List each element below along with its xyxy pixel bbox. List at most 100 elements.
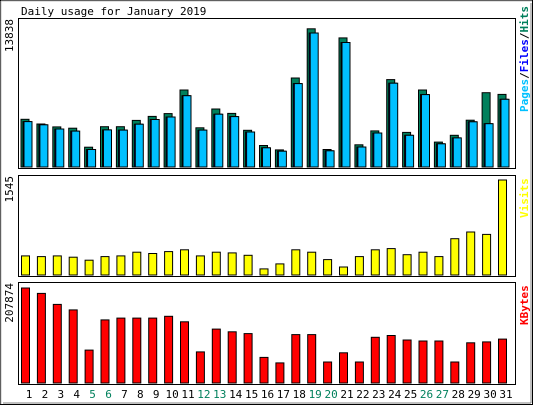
pages-bar xyxy=(23,121,33,168)
kbytes-ymax-label: 207874 xyxy=(3,283,16,323)
day-label: 11 xyxy=(181,388,194,401)
day-label: 2 xyxy=(42,388,49,401)
visits-bar xyxy=(164,251,174,276)
visits-bar xyxy=(259,268,269,276)
legend-files: Files xyxy=(518,39,531,72)
visits-bar xyxy=(211,251,221,276)
visits-bar xyxy=(21,255,30,276)
legend-sep-1: / xyxy=(518,72,531,79)
kbytes-bar xyxy=(164,315,174,384)
pages-bar xyxy=(436,143,446,168)
day-label: 19 xyxy=(309,388,322,401)
visits-bar xyxy=(323,259,333,276)
day-label: 16 xyxy=(261,388,274,401)
legend-pages: Pages xyxy=(518,79,531,112)
day-label: 10 xyxy=(165,388,178,401)
pages-bar xyxy=(55,128,65,168)
kbytes-bar xyxy=(148,317,158,384)
day-label: 25 xyxy=(404,388,417,401)
kbytes-bar xyxy=(84,349,94,384)
visits-bar xyxy=(291,249,301,276)
kbytes-bar xyxy=(354,361,364,384)
day-label: 4 xyxy=(73,388,80,401)
kbytes-bar xyxy=(68,309,78,384)
day-label: 22 xyxy=(356,388,369,401)
kbytes-bar xyxy=(132,317,142,384)
kbytes-bar xyxy=(195,351,205,384)
day-label: 23 xyxy=(372,388,385,401)
day-label: 15 xyxy=(245,388,258,401)
kbytes-bar xyxy=(370,336,380,384)
kbytes-bar xyxy=(339,352,348,384)
day-label: 8 xyxy=(137,388,144,401)
pages-bar xyxy=(452,137,462,168)
visits-bar xyxy=(195,255,205,276)
pages-bar xyxy=(87,149,97,168)
visits-bar xyxy=(354,256,364,276)
visits-bar xyxy=(466,231,476,276)
day-label: 24 xyxy=(388,388,402,401)
pages-bar xyxy=(309,32,319,168)
visits-bar xyxy=(132,251,142,276)
kbytes-bar xyxy=(466,342,476,384)
pages-bar xyxy=(182,95,192,168)
pages-bar xyxy=(484,123,494,168)
pages-bar xyxy=(325,150,335,168)
pages-bar xyxy=(357,146,367,168)
day-label: 5 xyxy=(89,388,96,401)
day-label: 3 xyxy=(57,388,64,401)
day-label: 27 xyxy=(436,388,449,401)
pages-bar xyxy=(150,119,160,168)
pages-bar xyxy=(71,130,81,168)
kbytes-bar xyxy=(418,340,428,384)
day-label: 17 xyxy=(277,388,290,401)
pages-bar xyxy=(39,124,49,168)
visits-bar xyxy=(180,249,189,276)
kbytes-legend: KBytes xyxy=(518,285,531,325)
visits-bar xyxy=(227,252,237,276)
pages-bar xyxy=(103,129,112,168)
pages-bar xyxy=(341,42,351,168)
day-label: 31 xyxy=(499,388,512,401)
pages-bar xyxy=(118,129,128,168)
kbytes-bar xyxy=(36,292,46,384)
kbytes-bar xyxy=(243,333,253,384)
visits-bar xyxy=(307,251,317,276)
kbytes-bar xyxy=(323,361,333,384)
visits-bar xyxy=(482,233,492,276)
visits-bar xyxy=(386,248,396,276)
kbytes-bar xyxy=(52,303,62,384)
visits-bar xyxy=(402,254,412,276)
day-label: 13 xyxy=(213,388,226,401)
pages-bar xyxy=(421,94,430,168)
kbytes-bar xyxy=(498,338,507,384)
kbytes-bar xyxy=(180,321,189,384)
kbytes-bar xyxy=(275,362,285,384)
day-label: 1 xyxy=(26,388,33,401)
pages-bar xyxy=(500,98,510,168)
hits-ymax-label: 13838 xyxy=(3,19,16,52)
visits-legend: Visits xyxy=(518,178,531,218)
day-label: 20 xyxy=(324,388,337,401)
pages-bar xyxy=(198,129,208,168)
pages-bar xyxy=(230,116,240,168)
visits-bar xyxy=(339,266,348,276)
pages-bar xyxy=(262,147,271,168)
visits-bar xyxy=(84,259,94,276)
visits-bar xyxy=(418,251,428,276)
hits-legend: Pages/Files/Hits xyxy=(518,6,531,112)
kbytes-bar xyxy=(482,341,492,384)
visits-bar xyxy=(148,253,158,276)
kbytes-bar xyxy=(259,356,269,384)
visits-bar xyxy=(243,254,253,276)
pages-bar xyxy=(405,134,415,168)
bar-marks xyxy=(20,28,510,384)
visits-bar xyxy=(36,256,46,276)
pages-bar xyxy=(246,131,256,168)
pages-bar xyxy=(293,83,303,168)
day-label: 21 xyxy=(340,388,353,401)
visits-bar xyxy=(52,255,62,276)
pages-bar xyxy=(134,123,144,168)
